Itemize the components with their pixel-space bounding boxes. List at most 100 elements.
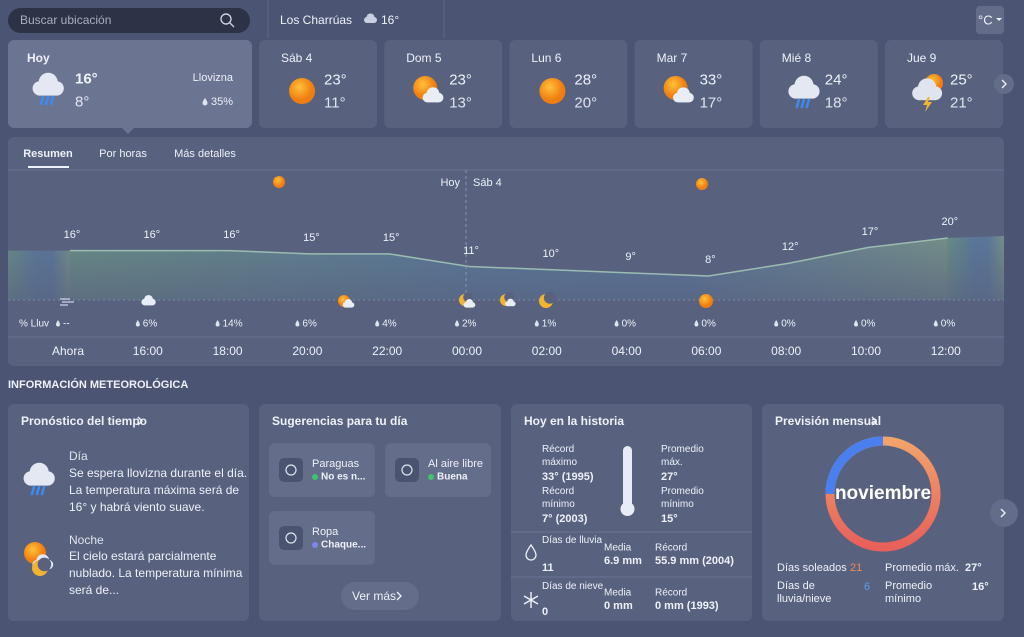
- cloud-icon: [141, 294, 156, 306]
- cloud-icon: [364, 13, 377, 23]
- label: Días de nieve: [542, 581, 604, 592]
- next-button[interactable]: [990, 499, 1018, 527]
- drop-icon: [854, 320, 858, 327]
- temp-label: 16°: [143, 228, 161, 241]
- day-name: Mar 7: [656, 51, 688, 65]
- day-card[interactable]: [384, 40, 503, 128]
- cloud-icon: [23, 462, 55, 486]
- day-high: 23°: [449, 71, 472, 89]
- rain-drop: [40, 485, 46, 496]
- tile-value: Buena: [437, 471, 468, 483]
- x-tick-label: 12:00: [930, 344, 961, 358]
- drop-icon: [694, 320, 699, 327]
- label: Días de lluvia/nieve: [777, 580, 832, 605]
- tile-glyph: [285, 464, 297, 476]
- temp-label: 15°: [303, 231, 320, 244]
- rain-value: 0%: [781, 318, 796, 330]
- label: Noche: [69, 533, 104, 547]
- drop-icon: [534, 320, 539, 327]
- search-placeholder: Buscar ubicación: [20, 13, 112, 27]
- section-title: INFORMACIÓN METEOROLÓGICA: [8, 379, 189, 391]
- temp-label: 8°: [705, 254, 716, 266]
- thermometer-bulb: [620, 502, 635, 516]
- value: 15°: [661, 513, 678, 525]
- next-button[interactable]: [994, 74, 1014, 94]
- card-pointer: [122, 128, 134, 134]
- tile-label: Al aire libre: [428, 458, 484, 470]
- day-card[interactable]: [8, 40, 252, 128]
- drop-icon: [455, 320, 459, 327]
- area-edge: [8, 250, 70, 300]
- label: Promedio mínimo: [661, 486, 704, 510]
- tile-glyph: [401, 464, 413, 476]
- cloud-icon: [422, 87, 444, 103]
- drop-icon: [774, 320, 779, 327]
- day-low: 18°: [824, 94, 848, 112]
- cloud-part: [345, 304, 352, 308]
- suggestion-tile[interactable]: [269, 443, 375, 497]
- tab: Más detalles: [174, 148, 236, 160]
- temp-label: 9°: [625, 250, 636, 263]
- day-card[interactable]: [259, 40, 377, 128]
- label: Media: [604, 587, 632, 599]
- sun-icon: [699, 294, 713, 308]
- day-rain: 35%: [210, 96, 233, 108]
- suggestion-tile[interactable]: [269, 511, 375, 565]
- month-ring-blue: [825, 436, 884, 495]
- x-tick-label: 16:00: [132, 344, 163, 358]
- value: 0 mm (1993): [655, 600, 719, 612]
- day-card[interactable]: [634, 40, 753, 128]
- chevron: [396, 591, 402, 601]
- drop-icon: [614, 320, 619, 327]
- value: 6: [864, 581, 871, 593]
- location-temp: 16°: [381, 13, 400, 27]
- chevron: [1000, 508, 1006, 518]
- rain-value: 4%: [382, 318, 397, 330]
- drop-icon: [135, 320, 140, 327]
- day-name: Jue 9: [907, 51, 937, 65]
- search-box[interactable]: [8, 8, 250, 33]
- rain-value: 2%: [462, 318, 477, 330]
- day-high: 23°: [324, 71, 347, 89]
- suggestion-tile[interactable]: [385, 443, 491, 497]
- drop-icon: [202, 98, 208, 106]
- x-tick-label: 04:00: [611, 344, 642, 358]
- cloud-icon: [463, 299, 476, 308]
- status-dot: [312, 542, 318, 548]
- status-dot: [428, 474, 434, 480]
- label: Promedio máx.: [885, 562, 959, 574]
- chevron: [1001, 79, 1007, 89]
- label: Récord mínimo: [542, 486, 575, 510]
- sun-icon: [539, 78, 566, 104]
- day-card[interactable]: [759, 40, 878, 128]
- cloud-part: [144, 302, 153, 306]
- cloud-part: [677, 97, 689, 103]
- cloud-part: [367, 20, 374, 23]
- x-tick-label: Ahora: [51, 344, 85, 358]
- rain-value: 14%: [222, 318, 243, 330]
- cloud-icon: [342, 299, 355, 308]
- value: 6.9 mm: [604, 555, 642, 567]
- label: Día: [69, 449, 88, 463]
- rain-value: --: [63, 318, 70, 330]
- temp-label: 10°: [542, 247, 560, 260]
- day-card[interactable]: [509, 40, 628, 128]
- tile-icon: [279, 526, 303, 550]
- temp-label: 16°: [223, 228, 240, 241]
- day-high: 28°: [574, 71, 598, 89]
- search-icon: [220, 13, 232, 25]
- rain-drop: [805, 98, 811, 109]
- text: El cielo estará parcialmente nublado. La…: [69, 549, 243, 597]
- wind-icon: [60, 298, 74, 306]
- cloud-icon: [673, 87, 694, 103]
- x-tick-label: 10:00: [850, 344, 882, 358]
- tab: Resumen: [23, 148, 73, 160]
- sun-icon: [273, 176, 285, 188]
- moon-shadow: [37, 557, 52, 572]
- rain-drop: [39, 95, 45, 106]
- rain-value: 1%: [541, 318, 557, 330]
- day-card[interactable]: [885, 40, 1003, 128]
- unit-button[interactable]: [976, 6, 1004, 34]
- cloud-icon: [32, 72, 64, 96]
- more-button[interactable]: [341, 582, 419, 610]
